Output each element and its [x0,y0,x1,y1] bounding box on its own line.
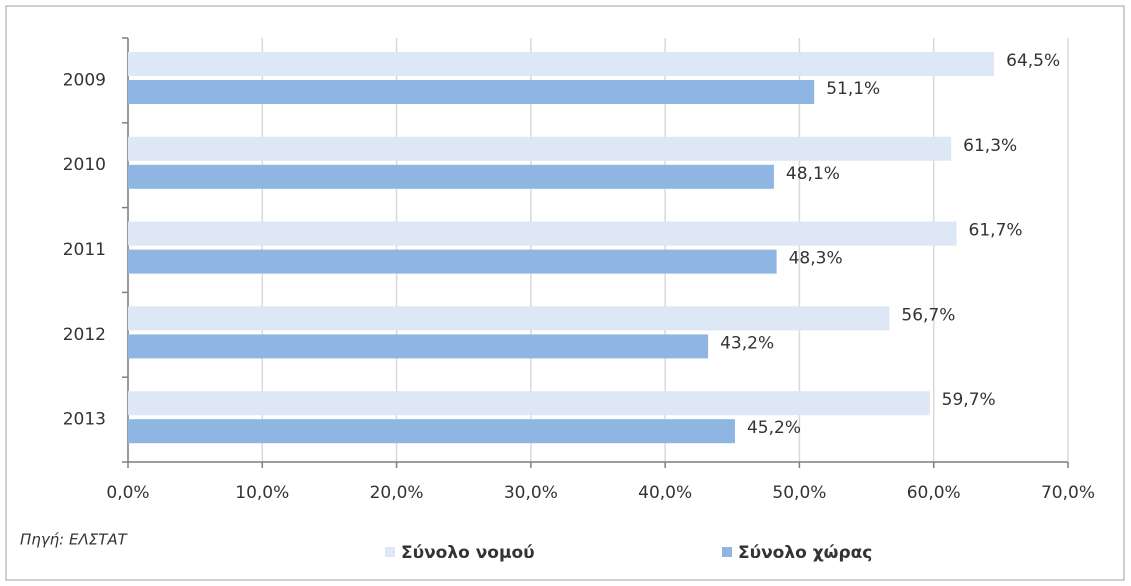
y-tick-label: 2011 [63,240,106,260]
legend-swatch [722,547,732,557]
data-label: 56,7% [901,305,955,325]
x-tick-label: 50,0% [772,483,826,503]
legend-label: Σύνολο νομού [401,543,535,563]
data-label: 43,2% [720,333,774,353]
bar [128,136,952,161]
bar [128,80,815,104]
data-label: 51,1% [826,79,880,99]
bar [128,334,709,359]
x-tick-label: 70,0% [1041,483,1095,503]
x-tick-label: 20,0% [370,483,424,503]
data-label: 61,7% [969,221,1023,241]
data-label: 61,3% [963,136,1017,156]
bar [128,391,930,416]
source-note: Πηγή: ΕΛΣΤΑΤ [20,531,129,549]
y-tick-label: 2013 [63,410,106,430]
data-label: 45,2% [747,418,801,438]
data-label: 48,3% [789,249,843,269]
legend-swatch [385,547,395,557]
data-label: 64,5% [1006,51,1060,71]
bar [128,249,777,274]
bar [128,52,995,76]
x-tick-label: 10,0% [235,483,289,503]
data-label: 48,1% [786,164,840,184]
x-tick-label: 40,0% [638,483,692,503]
x-tick-label: 0,0% [106,483,149,503]
bar [128,164,774,189]
bar [128,306,890,331]
y-tick-label: 2012 [63,325,106,345]
bar [128,221,957,246]
x-tick-label: 60,0% [907,483,961,503]
data-label: 59,7% [942,390,996,410]
bar [128,419,735,444]
y-tick-label: 2010 [63,155,106,175]
y-tick-label: 2009 [63,70,106,90]
x-tick-label: 30,0% [504,483,558,503]
legend-label: Σύνολο χώρας [738,543,872,563]
